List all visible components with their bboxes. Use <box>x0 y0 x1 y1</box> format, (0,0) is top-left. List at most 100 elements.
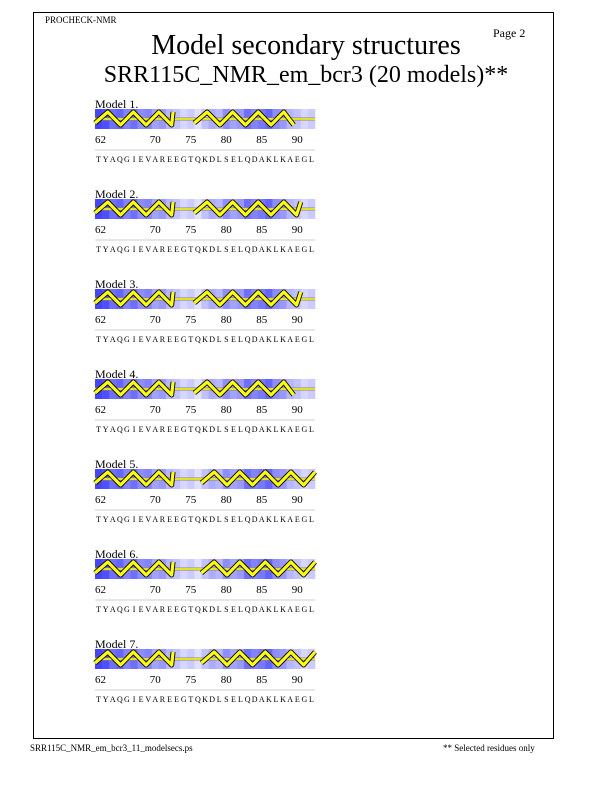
residue-letter: Q <box>245 335 251 344</box>
residue-letter: T <box>96 245 101 254</box>
helix <box>200 560 317 577</box>
residue-letter: G <box>181 245 187 254</box>
residue-letter: G <box>124 695 130 704</box>
residue-tick-label: 62 <box>95 494 106 506</box>
residue-letter: L <box>309 425 314 434</box>
residue-letter: A <box>152 245 158 254</box>
residue-letter: K <box>266 515 272 524</box>
residue-letter: E <box>139 605 144 614</box>
residue-letter: G <box>301 605 307 614</box>
helix <box>200 470 317 487</box>
residue-letter: D <box>252 335 258 344</box>
residue-tick-label: 90 <box>292 314 304 326</box>
residue-letter: V <box>145 155 151 164</box>
residue-letter: Q <box>117 605 123 614</box>
residue-letter: D <box>209 425 215 434</box>
residue-letter: E <box>231 695 236 704</box>
residue-tick-label: 70 <box>150 404 162 416</box>
residue-tick-label: 90 <box>292 404 304 416</box>
residue-letter: A <box>259 695 265 704</box>
residue-letter: D <box>252 515 258 524</box>
residue-letter: R <box>160 605 166 614</box>
residue-letter: A <box>110 605 116 614</box>
residue-tick-label: 90 <box>292 224 304 236</box>
residue-letter: E <box>174 515 179 524</box>
model-block: Model 6. 62 70 75 80 85 90 T Y A Q G I E V A R E E G T Q K D L S E… <box>90 547 330 627</box>
secondary-structure-plot: 62 70 75 80 85 90T Y A Q G I E V A R E E G T Q K D L S E L Q D A K L K A… <box>93 379 316 434</box>
residue-letter: Q <box>245 515 251 524</box>
residue-letter: R <box>160 695 166 704</box>
residue-letter: D <box>252 425 258 434</box>
residue-letter: K <box>202 335 208 344</box>
residue-tick-label: 75 <box>185 584 197 596</box>
residue-letter: G <box>124 155 130 164</box>
residue-tick-label: 90 <box>292 674 304 686</box>
residue-letter: L <box>217 155 222 164</box>
residue-letter: A <box>287 425 293 434</box>
residue-letter: E <box>231 515 236 524</box>
residue-letter: Y <box>103 155 109 164</box>
residue-letter: A <box>152 695 158 704</box>
residue-letter: I <box>133 335 136 344</box>
footer-filename: SRR115C_NMR_em_bcr3_11_modelsecs.ps <box>30 743 193 753</box>
helix <box>193 200 303 217</box>
residue-letter: A <box>110 155 116 164</box>
model-label: Model 3. <box>95 277 139 291</box>
residue-letter: Q <box>245 605 251 614</box>
residue-letter: L <box>274 245 279 254</box>
residue-letter: A <box>259 515 265 524</box>
residue-letter: G <box>124 425 130 434</box>
model-label: Model 4. <box>95 367 139 381</box>
residue-tick-label: 80 <box>221 404 233 416</box>
residue-letter: A <box>110 245 116 254</box>
residue-tick-label: 70 <box>150 134 162 146</box>
model-block: Model 7. 62 70 75 80 85 90 T Y A Q G I E V A R E E G T Q K D L S E… <box>90 637 330 717</box>
residue-letter: T <box>188 335 193 344</box>
residue-letter: S <box>224 245 228 254</box>
residue-letter: L <box>238 155 243 164</box>
residue-tick-label: 90 <box>292 494 304 506</box>
residue-letter: K <box>202 245 208 254</box>
residue-letter: L <box>274 335 279 344</box>
page-border <box>33 12 554 739</box>
residue-tick-label: 75 <box>185 224 197 236</box>
residue-letter: R <box>160 335 166 344</box>
residue-letter: K <box>280 605 286 614</box>
residue-letter: L <box>217 335 222 344</box>
residue-letter: I <box>133 155 136 164</box>
residue-letter: Y <box>103 425 109 434</box>
residue-letter: Q <box>245 695 251 704</box>
residue-letter: E <box>174 245 179 254</box>
residue-letter: E <box>167 155 172 164</box>
residue-letter: T <box>188 425 193 434</box>
residue-letter: E <box>167 515 172 524</box>
page-number: Page 2 <box>493 26 526 40</box>
residue-tick-label: 85 <box>256 494 268 506</box>
secondary-structure-plot: 62 70 75 80 85 90T Y A Q G I E V A R E E G T Q K D L S E L Q D A K L K A… <box>93 649 317 704</box>
residue-letter: E <box>174 155 179 164</box>
page-title: Model secondary structures <box>151 30 461 61</box>
residue-letter: E <box>295 335 300 344</box>
residue-letter: D <box>209 245 215 254</box>
residue-letter: K <box>266 695 272 704</box>
residue-letter: A <box>259 425 265 434</box>
residue-letter: L <box>238 425 243 434</box>
residue-letter: E <box>167 335 172 344</box>
residue-letter: E <box>174 605 179 614</box>
helix <box>93 560 175 577</box>
secondary-structure-plot: 62 70 75 80 85 90T Y A Q G I E V A R E E G T Q K D L S E L Q D A K L K A… <box>93 469 317 524</box>
residue-letter: K <box>280 245 286 254</box>
secondary-structure-plot: 62 70 75 80 85 90T Y A Q G I E V A R E E G T Q K D L S E L Q D A K L K A… <box>93 199 316 254</box>
secondary-structure-plot: 62 70 75 80 85 90T Y A Q G I E V A R E E G T Q K D L S E L Q D A K L K A… <box>93 109 316 164</box>
residue-letter: E <box>139 515 144 524</box>
residue-letter: T <box>96 515 101 524</box>
residue-letter: R <box>160 425 166 434</box>
model-block: Model 1. 62 70 75 80 85 90 T Y A Q G I E V A R E E G T Q K D L S E… <box>90 97 330 177</box>
residue-tick-label: 62 <box>95 674 106 686</box>
residue-tick-label: 70 <box>150 314 162 326</box>
residue-letter: G <box>301 155 307 164</box>
helix <box>193 110 295 127</box>
residue-tick-label: 85 <box>256 314 268 326</box>
residue-letter: A <box>287 695 293 704</box>
residue-letter: Q <box>195 155 201 164</box>
